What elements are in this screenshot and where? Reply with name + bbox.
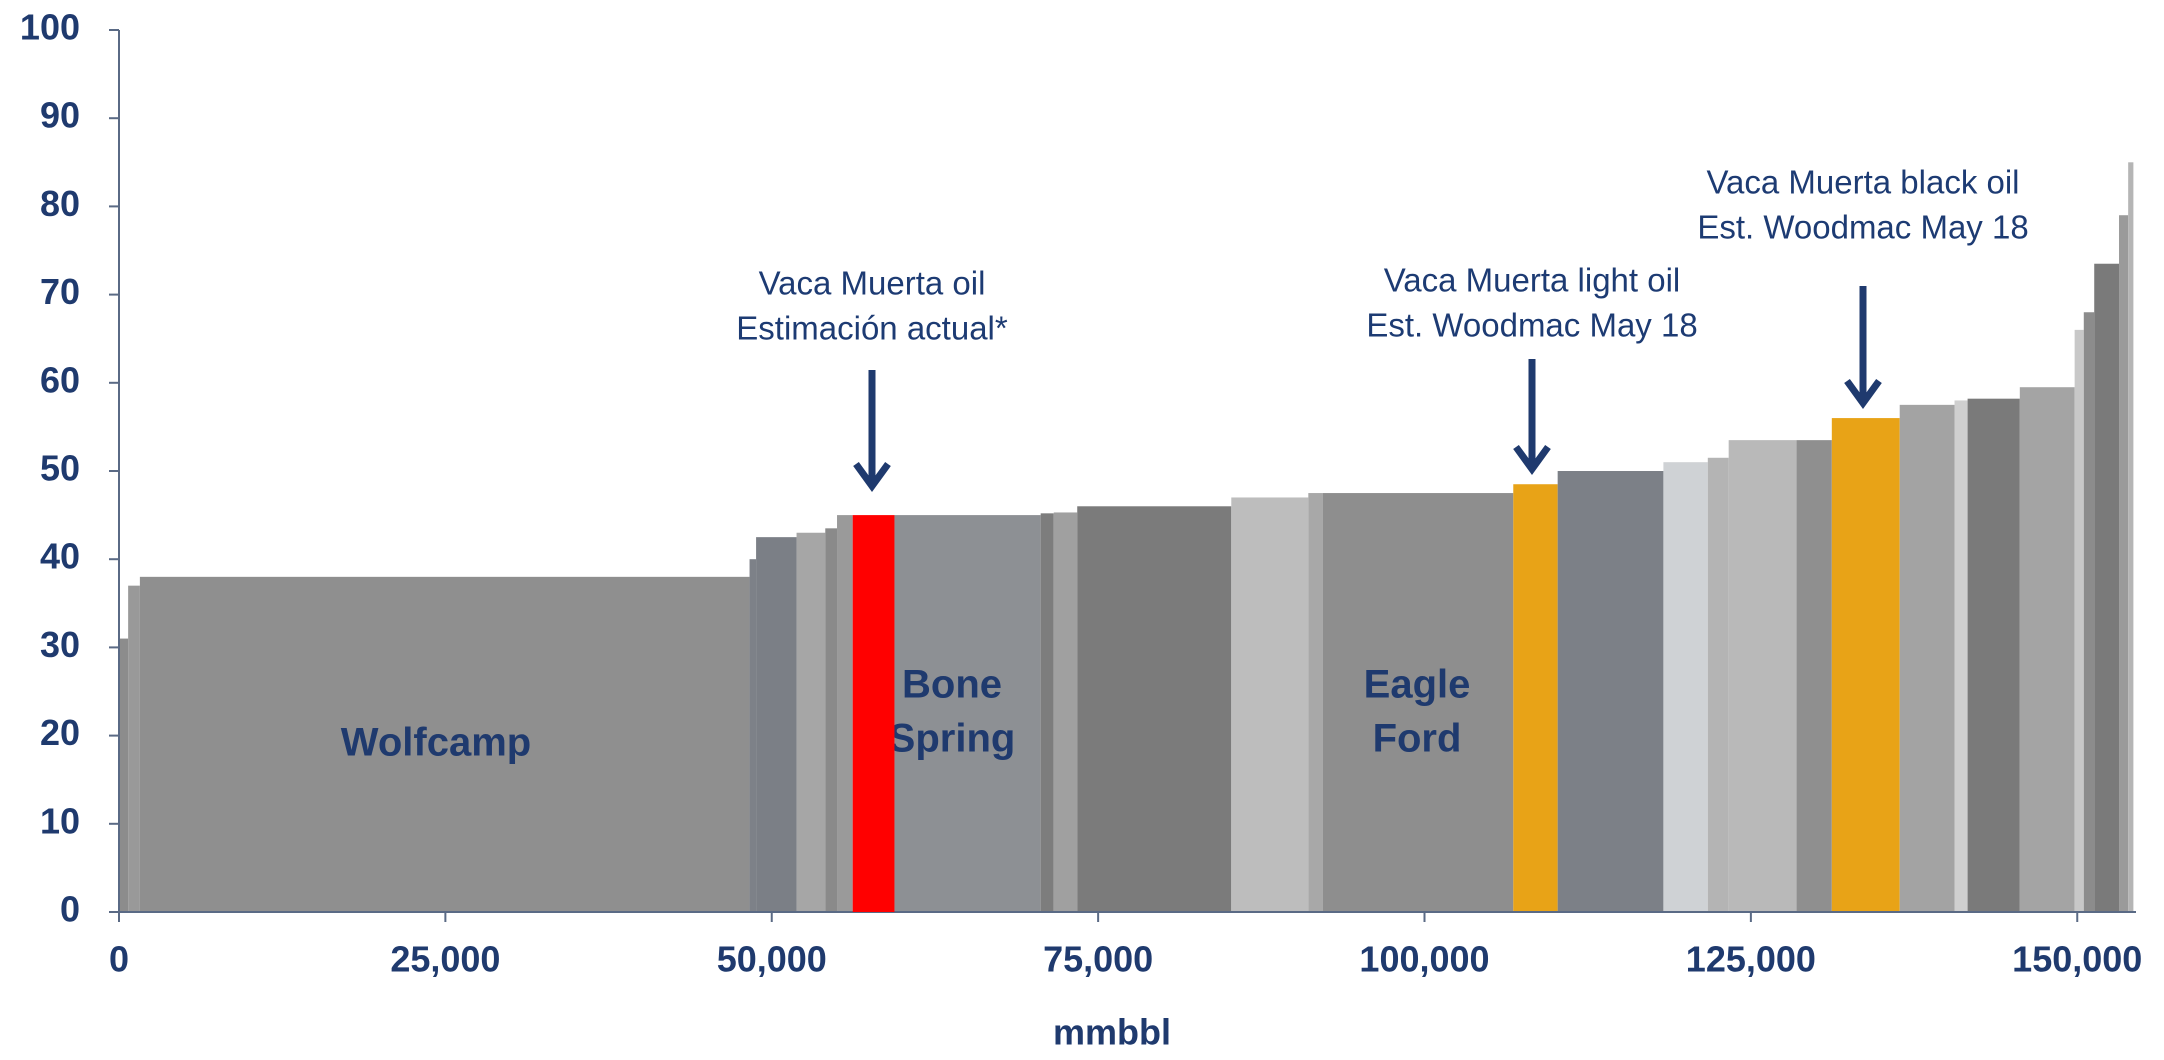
annotation: Estimación actual* bbox=[736, 310, 1008, 347]
bar bbox=[1954, 400, 1968, 912]
bar bbox=[1322, 493, 1514, 912]
y-tick-label: 80 bbox=[40, 183, 80, 224]
bar bbox=[1077, 506, 1232, 912]
arrow-head bbox=[853, 461, 891, 492]
x-tick-label: 75,000 bbox=[1043, 939, 1153, 980]
y-tick-label: 60 bbox=[40, 359, 80, 400]
y-tick-label: 10 bbox=[40, 800, 80, 841]
y-tick-label: 70 bbox=[40, 271, 80, 312]
bar bbox=[852, 515, 895, 912]
x-tick-label: 125,000 bbox=[1686, 939, 1816, 980]
bar bbox=[1728, 440, 1797, 912]
y-tick-label: 50 bbox=[40, 448, 80, 489]
bar bbox=[139, 576, 750, 912]
bar bbox=[749, 559, 757, 912]
bar bbox=[837, 515, 853, 912]
annotation: Vaca Muerta oil bbox=[759, 265, 986, 302]
annotation: Vaca Muerta black oil bbox=[1706, 164, 2019, 201]
arrow-head bbox=[1844, 378, 1882, 409]
y-tick-label: 30 bbox=[40, 624, 80, 665]
annotation: Est. Woodmac May 18 bbox=[1366, 307, 1697, 344]
bar bbox=[2128, 162, 2134, 913]
bar bbox=[1053, 512, 1078, 912]
bar bbox=[1231, 497, 1309, 912]
bar bbox=[2083, 312, 2095, 912]
bar bbox=[1831, 418, 1900, 912]
bar bbox=[796, 532, 826, 912]
annotation: Est. Woodmac May 18 bbox=[1697, 209, 2028, 246]
x-tick-label: 150,000 bbox=[2012, 939, 2142, 980]
bar bbox=[825, 528, 838, 912]
bar bbox=[2074, 329, 2084, 912]
bar bbox=[1707, 457, 1729, 912]
bar bbox=[894, 515, 1041, 912]
region-label: Ford bbox=[1373, 717, 1462, 761]
bar bbox=[1040, 513, 1054, 912]
bar bbox=[128, 585, 140, 912]
annotation: Vaca Muerta light oil bbox=[1384, 262, 1681, 299]
y-tick-label: 0 bbox=[60, 889, 80, 930]
bar bbox=[2119, 215, 2129, 913]
x-tick-label: 50,000 bbox=[717, 939, 827, 980]
x-tick-label: 25,000 bbox=[390, 939, 500, 980]
bar bbox=[1663, 462, 1708, 912]
bar bbox=[756, 537, 797, 912]
bar bbox=[1899, 404, 1955, 912]
x-tick-label: 100,000 bbox=[1359, 939, 1489, 980]
arrow-head bbox=[1513, 444, 1551, 475]
bar bbox=[1513, 484, 1558, 912]
y-tick-label: 20 bbox=[40, 712, 80, 753]
bar bbox=[2019, 387, 2075, 913]
y-tick-label: 40 bbox=[40, 536, 80, 577]
region-label: Eagle bbox=[1364, 663, 1471, 707]
x-tick-label: 0 bbox=[109, 939, 129, 980]
bar bbox=[1308, 493, 1323, 912]
bar bbox=[1796, 440, 1832, 912]
y-tick-label: 100 bbox=[20, 7, 80, 48]
region-label: Spring bbox=[889, 717, 1016, 761]
bar bbox=[2094, 263, 2120, 913]
x-axis-label: mmbbl bbox=[1053, 1012, 1171, 1053]
y-tick-label: 90 bbox=[40, 95, 80, 136]
bar bbox=[119, 638, 129, 912]
bar bbox=[1557, 471, 1664, 912]
region-label: Wolfcamp bbox=[341, 721, 531, 765]
region-label: Bone bbox=[902, 663, 1002, 707]
bar bbox=[1967, 398, 2020, 912]
